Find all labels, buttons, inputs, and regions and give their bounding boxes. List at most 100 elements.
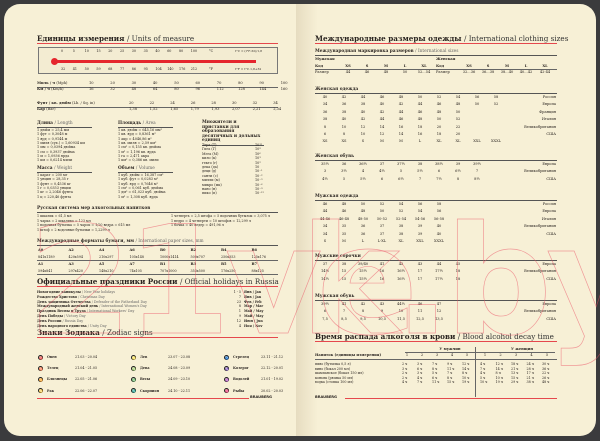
- speed-kmh-value: 16: [89, 87, 94, 91]
- size-cell: 38½: [434, 162, 444, 166]
- decay-men: 15 ч: [447, 380, 455, 385]
- size-country: Великобритания: [524, 309, 556, 314]
- holiday-date: 7: [238, 294, 241, 299]
- holiday-en: / Victory Day: [64, 314, 86, 318]
- holiday-ru: Рождество Христово: [37, 294, 78, 299]
- prefix-factor: 10⁹: [255, 147, 261, 152]
- decay-men: 8 ч: [462, 371, 468, 376]
- holiday-en: / Russia Day: [62, 318, 84, 323]
- holiday-name: День защитника Отечества / Defender of t…: [37, 300, 147, 305]
- size-cell: 34: [322, 102, 328, 107]
- size-country: Великобритания: [524, 224, 556, 229]
- divider: [315, 68, 557, 69]
- paper-size: 105x148: [129, 255, 144, 259]
- size-cell: 12: [360, 124, 366, 129]
- size-cell: 39: [417, 231, 423, 236]
- prefix-factor: 10⁶: [255, 151, 261, 156]
- paper-size: 210x297: [99, 255, 114, 259]
- celsius-tick: 40: [155, 49, 160, 53]
- size-cell: XXL: [473, 139, 481, 144]
- red-rule: [315, 341, 557, 342]
- clothing-section-title: Мужская обувь: [315, 294, 557, 301]
- title-en: / Zodiac signs: [102, 328, 153, 337]
- intl-code: L: [524, 63, 528, 68]
- divider: [405, 352, 555, 353]
- paper-format: B3: [190, 262, 197, 266]
- paper-size: 297x420: [68, 269, 83, 273]
- volume-title: Объем / Volume: [118, 166, 173, 173]
- size-cell: XS: [341, 139, 347, 144]
- prefix-name: пико (п): [202, 191, 217, 196]
- zodiac-dates: 22.06 - 22.07: [75, 388, 98, 393]
- holiday-date: 23: [236, 299, 241, 304]
- divider: [37, 86, 278, 87]
- drink-name: вино (бокал 200 мл): [315, 366, 350, 371]
- size-cell: M: [380, 139, 384, 144]
- size-cell: 44: [417, 102, 423, 107]
- size-cell: 7: [342, 309, 346, 314]
- size-cell: XL: [398, 239, 404, 243]
- size-cell: 38: [398, 224, 404, 229]
- prefix-name: санти (с): [202, 173, 218, 178]
- size-cell: XL: [436, 139, 442, 144]
- label-en: (Mph): [56, 81, 68, 85]
- size-cell: XXXL: [490, 139, 502, 144]
- subtitle-en: / Area: [142, 121, 156, 126]
- subtitle-ru: Объем: [118, 166, 135, 171]
- length-item: 1 км = 0,6214 мили: [37, 158, 73, 163]
- holiday-en: / New Year holidays: [81, 290, 116, 294]
- intl-code: L: [403, 63, 407, 68]
- subtitle-ru: Русская система мер алкогольных напитков: [37, 206, 151, 211]
- volume-item: 1 куб. дюйм = 16,387 см³: [118, 173, 164, 177]
- size-cell: 6: [323, 309, 327, 314]
- decay-men: 9 ч: [447, 362, 453, 366]
- decay-women: 7 ч: [480, 366, 486, 371]
- holiday-name: Праздник Весны и Труда / International W…: [37, 309, 134, 314]
- size-cell: 43: [379, 302, 385, 306]
- area-item: 1 кв. ярд = 0,8361 м²: [118, 132, 156, 137]
- speed-mph-label: Миль / ч (Mph): [37, 81, 67, 86]
- size-cell: 14½: [320, 276, 330, 281]
- zodiac-12-icon: ♓: [224, 388, 229, 394]
- paper-size: 500x707: [190, 255, 205, 259]
- label-en: (Km/h): [51, 87, 64, 91]
- area-item: 1 м² = 1,196 кв. ярда: [118, 149, 156, 154]
- size-cell: 4: [361, 169, 365, 174]
- fahrenheit-formula: t°F = t°C·1,8+32: [235, 67, 262, 71]
- paper-size: 420x594: [68, 255, 83, 259]
- prefix-factor: 10⁻³: [255, 178, 263, 183]
- size-cell: 10: [398, 309, 404, 314]
- paper-format: B2: [190, 248, 197, 252]
- decay-women: 4 ч: [480, 371, 486, 376]
- size-cell: 39½: [320, 302, 330, 306]
- pressure-psi-value: 24: [170, 101, 175, 105]
- size-cell: 7: [418, 176, 422, 181]
- size-country: США: [546, 132, 556, 136]
- label-ru: Бар: [37, 107, 45, 111]
- fahrenheit-tick: 41: [72, 67, 77, 71]
- intl-code: M: [384, 63, 388, 68]
- drink-name: пиво (бутылка 0,5 л): [315, 362, 351, 366]
- holiday-month: Янв / Jan: [244, 294, 262, 299]
- size-cell: 7,5: [322, 316, 328, 321]
- fahrenheit-tick: 95: [143, 67, 148, 71]
- speed-mph-value: 100: [280, 81, 288, 85]
- size-cell: 37: [379, 224, 385, 229]
- prefix-factor: 10⁻²: [255, 173, 263, 178]
- zodiac-dates: 24.08 - 23.09: [168, 366, 191, 371]
- size-cell: 42: [398, 262, 404, 266]
- prefix-name: деци (д): [202, 169, 217, 174]
- paper-size: 88x125: [251, 269, 264, 273]
- size-cell: 18: [417, 124, 423, 129]
- decay-women: 48 ч: [542, 380, 550, 385]
- paper-format: A3: [68, 262, 74, 266]
- size-cell: 44½: [396, 302, 406, 306]
- decay-men: 2 ч: [402, 362, 408, 366]
- drink-name: водка (стопка 100 мл): [315, 380, 354, 385]
- paper-format: A7: [129, 262, 135, 266]
- speed-kmh-value: 144: [259, 87, 267, 91]
- decay-women: 24 ч: [526, 362, 534, 366]
- prefix-name: кило (к): [202, 156, 217, 161]
- size-cell: 8: [456, 176, 460, 181]
- size-cell: 52: [493, 102, 499, 107]
